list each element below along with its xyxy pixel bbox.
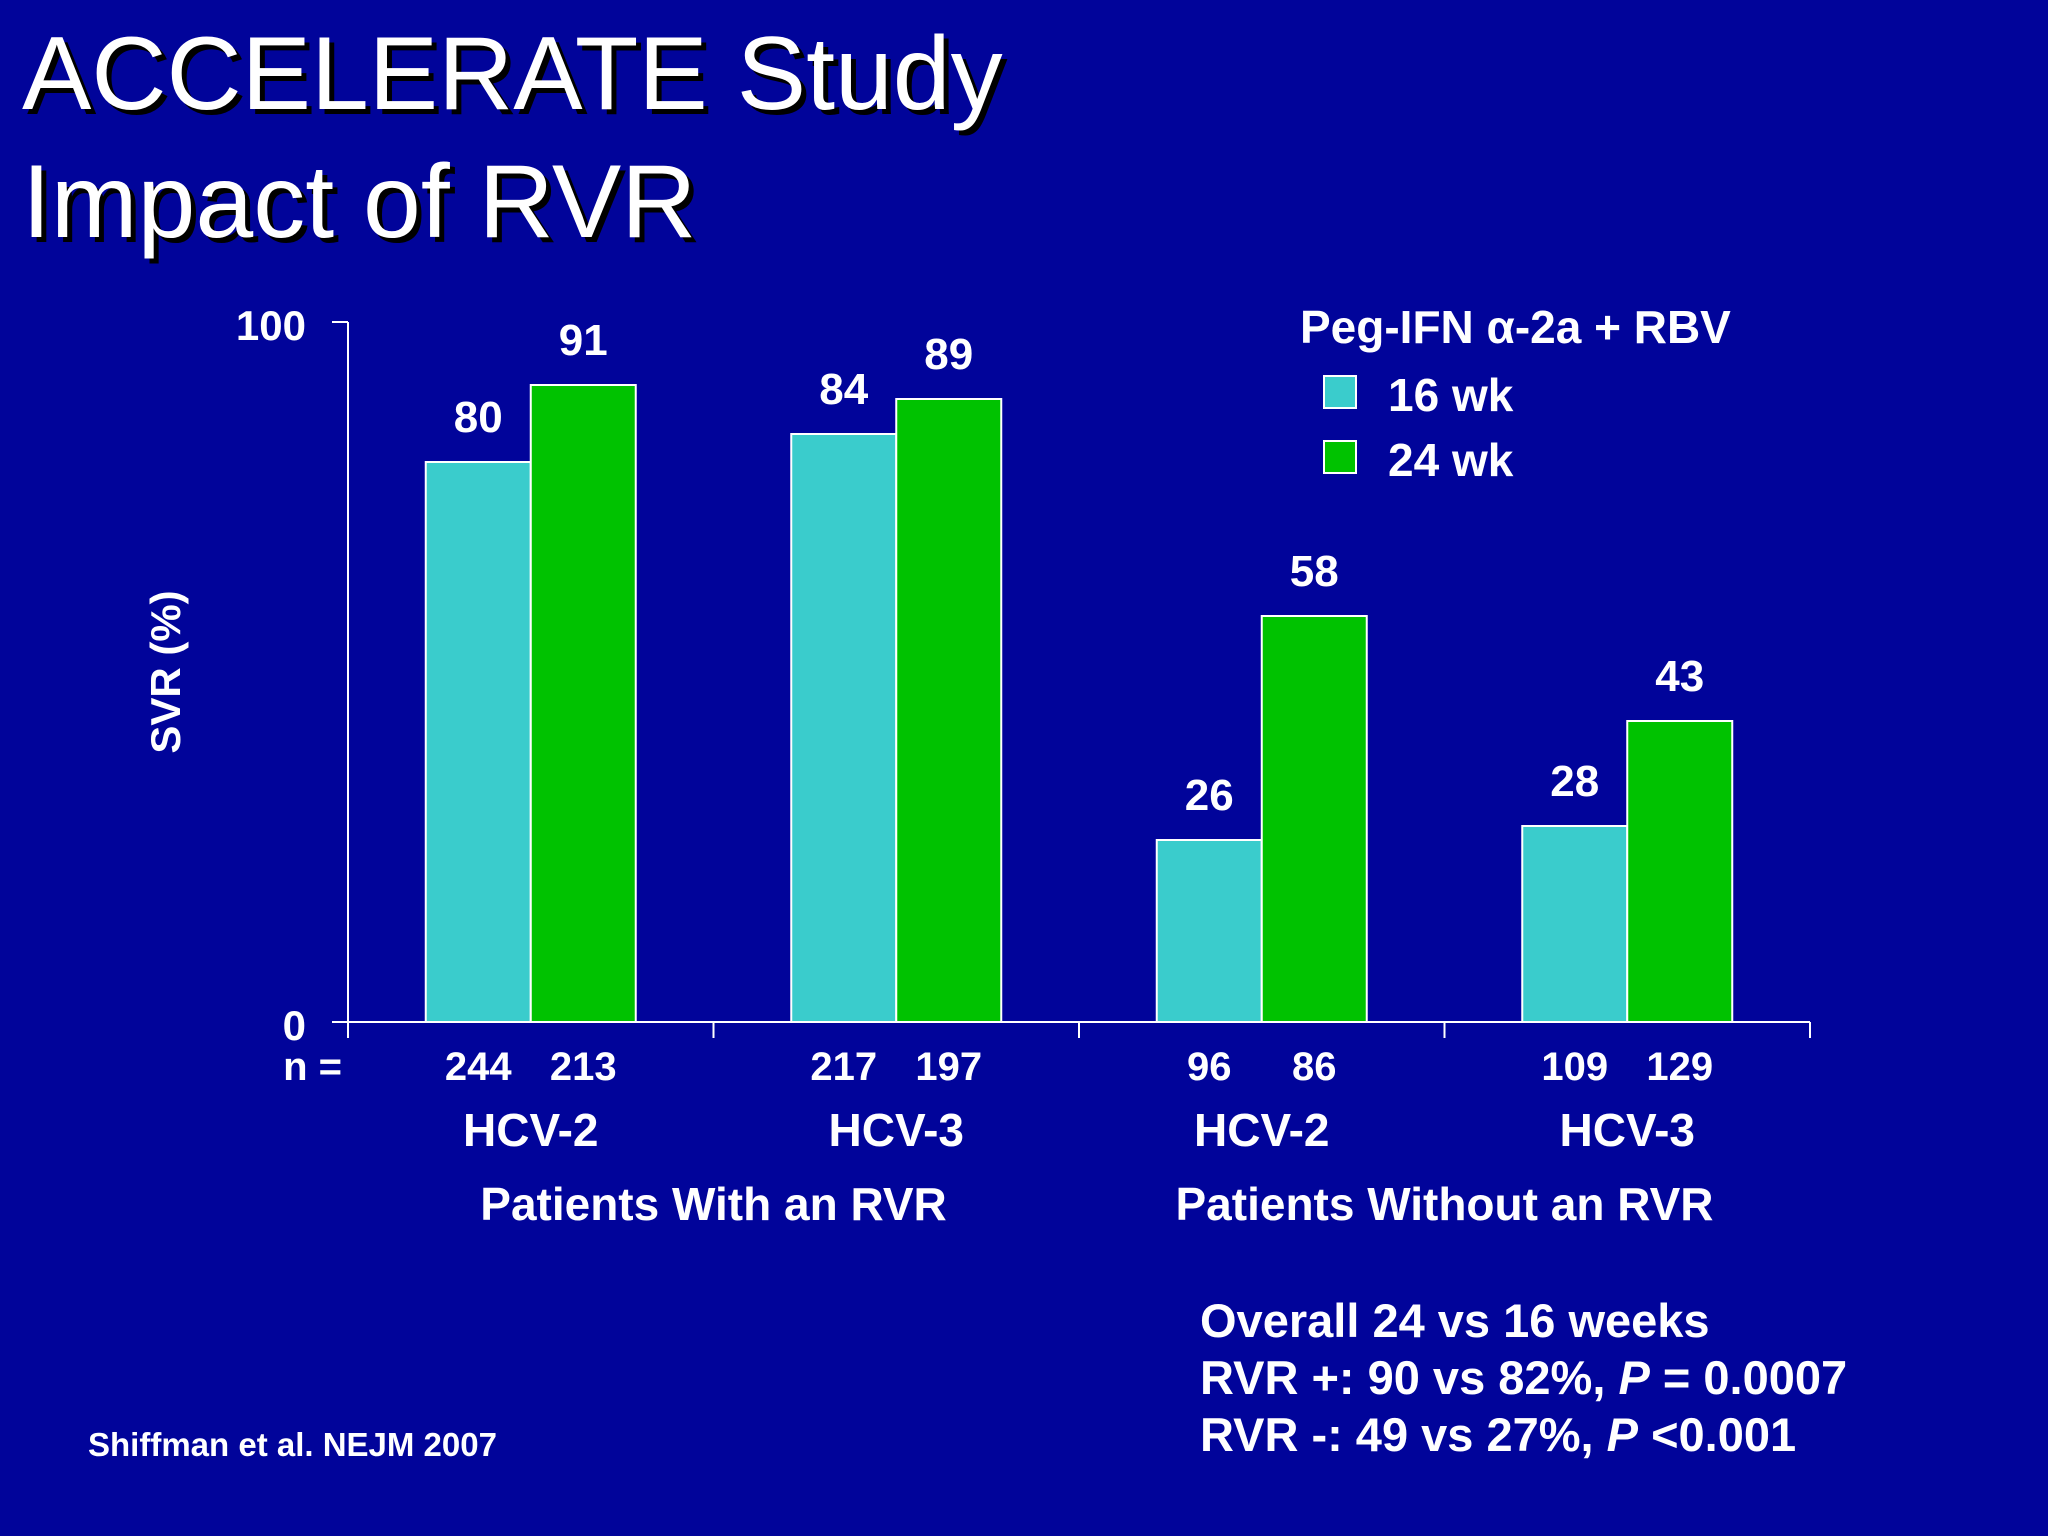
bar-16wk — [424, 461, 532, 1023]
bar-24wk — [1260, 615, 1368, 1023]
n-value-label: 213 — [550, 1045, 617, 1089]
stats-line1-prefix: RVR +: 90 vs 82%, — [1200, 1351, 1619, 1404]
stats-line2-p: P — [1606, 1408, 1639, 1461]
stats-line2-suffix: <0.001 — [1638, 1408, 1797, 1461]
n-value-label: 129 — [1646, 1045, 1713, 1089]
stats-box: Overall 24 vs 16 weeks RVR +: 90 vs 82%,… — [1200, 1292, 1847, 1463]
bar-24wk — [529, 384, 637, 1023]
bar-value-label: 43 — [1655, 652, 1704, 701]
n-value-label: 109 — [1541, 1045, 1608, 1089]
citation: Shiffman et al. NEJM 2007 — [88, 1426, 497, 1463]
stats-heading: Overall 24 vs 16 weeks — [1200, 1294, 1710, 1347]
slide-title-line2: Impact of RVR — [22, 144, 697, 260]
n-value-label: 217 — [810, 1045, 877, 1089]
stats-line2-prefix: RVR -: 49 vs 27%, — [1200, 1408, 1607, 1461]
bar-16wk — [790, 433, 898, 1023]
bar-value-label: 58 — [1290, 547, 1339, 596]
legend-swatch-16wk — [1323, 375, 1357, 409]
bar-value-label: 26 — [1185, 771, 1234, 820]
category-label: HCV-2 — [1194, 1104, 1329, 1156]
legend-label-24wk: 24 wk — [1388, 434, 1514, 486]
group-label: Patients With an RVR — [480, 1178, 946, 1230]
bar-24wk — [895, 398, 1003, 1023]
bar-value-label: 84 — [819, 365, 868, 414]
legend-label-16wk: 16 wk — [1388, 369, 1514, 421]
n-row-label: n = — [283, 1045, 342, 1089]
bar-value-label: 91 — [559, 316, 608, 365]
stats-line1-suffix: = 0.0007 — [1649, 1351, 1848, 1404]
category-label: HCV-3 — [829, 1104, 964, 1156]
bar-16wk — [1521, 825, 1629, 1023]
legend-title: Peg-IFN α-2a + RBV — [1300, 301, 1731, 353]
bar-16wk — [1155, 839, 1263, 1023]
slide-title-line1: ACCELERATE Study — [22, 16, 1003, 132]
n-value-label: 96 — [1187, 1045, 1232, 1089]
y-axis-label: SVR (%) — [142, 590, 189, 753]
y-tick-label-0: 0 — [283, 1002, 306, 1049]
n-value-label: 197 — [915, 1045, 982, 1089]
bar-value-label: 89 — [924, 330, 973, 379]
group-label: Patients Without an RVR — [1176, 1178, 1714, 1230]
n-value-label: 244 — [445, 1045, 512, 1089]
category-label: HCV-2 — [463, 1104, 598, 1156]
category-label: HCV-3 — [1560, 1104, 1695, 1156]
n-value-label: 86 — [1292, 1045, 1337, 1089]
bar-24wk — [1626, 720, 1734, 1023]
bar-value-label: 80 — [454, 393, 503, 442]
stats-line-rvr-positive: RVR +: 90 vs 82%, P = 0.0007 — [1200, 1349, 1847, 1406]
stats-line1-p: P — [1618, 1351, 1650, 1404]
bar-value-label: 28 — [1550, 757, 1599, 806]
stats-line-rvr-negative: RVR -: 49 vs 27%, P <0.001 — [1200, 1406, 1847, 1463]
legend-swatch-24wk — [1323, 440, 1357, 474]
bar-chart: 100 0 SVR (%) 80 244 84 217 26 96 28 109 91 213 89 197… — [142, 302, 1811, 1230]
y-tick-label-100: 100 — [236, 302, 306, 349]
